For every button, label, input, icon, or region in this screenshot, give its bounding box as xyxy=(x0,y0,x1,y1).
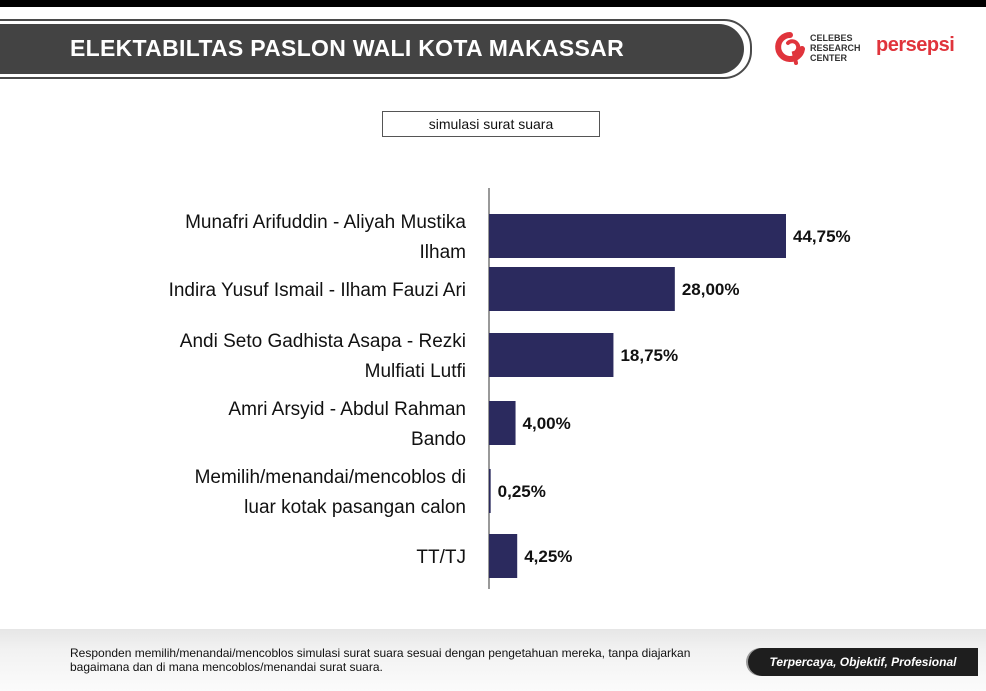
category-label-2-0: Andi Seto Gadhista Asapa - Rezki xyxy=(180,331,466,352)
value-label-5: 4,25% xyxy=(524,547,572,566)
bar-4 xyxy=(489,469,491,513)
bar-3 xyxy=(489,401,516,445)
bar-2 xyxy=(489,333,614,377)
persepsi-logo-text: persepsi xyxy=(876,34,955,56)
category-label-4-0: Memilih/menandai/mencoblos di xyxy=(195,467,466,488)
value-label-1: 28,00% xyxy=(682,280,740,299)
category-label-2-1: Mulfiati Lutfi xyxy=(365,361,466,382)
category-label-3-0: Amri Arsyid - Abdul Rahman xyxy=(228,399,466,420)
slide: ELEKTABILTAS PASLON WALI KOTA MAKASSAR C… xyxy=(0,7,986,691)
category-label-0-1: Ilham xyxy=(420,242,466,263)
value-label-0: 44,75% xyxy=(793,227,851,246)
bar-chart: 44,75% Munafri Arifuddin - Aliyah Mustika… xyxy=(169,188,851,589)
bar-5 xyxy=(489,534,518,578)
value-label-2: 18,75% xyxy=(620,346,678,365)
celebes-icon xyxy=(775,32,805,65)
tagline-badge: Terpercaya, Objektif, Profesional xyxy=(748,648,978,676)
category-label-1-0: Indira Yusuf Ismail - Ilham Fauzi Ari xyxy=(169,280,466,301)
category-label-4-1: luar kotak pasangan calon xyxy=(244,497,466,518)
category-label-3-1: Bando xyxy=(411,429,466,450)
bar-0 xyxy=(489,214,786,258)
bar-1 xyxy=(489,267,675,311)
footnote: Responden memilih/menandai/mencoblos sim… xyxy=(70,646,691,674)
value-label-3: 4,00% xyxy=(523,414,571,433)
persepsi-logo: persepsi xyxy=(876,31,958,65)
value-label-4: 0,25% xyxy=(498,482,546,501)
celebes-logo-text: CELEBES RESEARCH CENTER xyxy=(810,33,861,63)
title-banner xyxy=(0,24,744,74)
category-label-5-0: TT/TJ xyxy=(416,547,466,568)
chart-subtitle: simulasi surat suara xyxy=(382,111,600,137)
celebes-research-center-logo: CELEBES RESEARCH CENTER xyxy=(774,31,870,67)
page-title: ELEKTABILTAS PASLON WALI KOTA MAKASSAR xyxy=(70,35,624,61)
category-label-0-0: Munafri Arifuddin - Aliyah Mustika xyxy=(185,212,466,233)
